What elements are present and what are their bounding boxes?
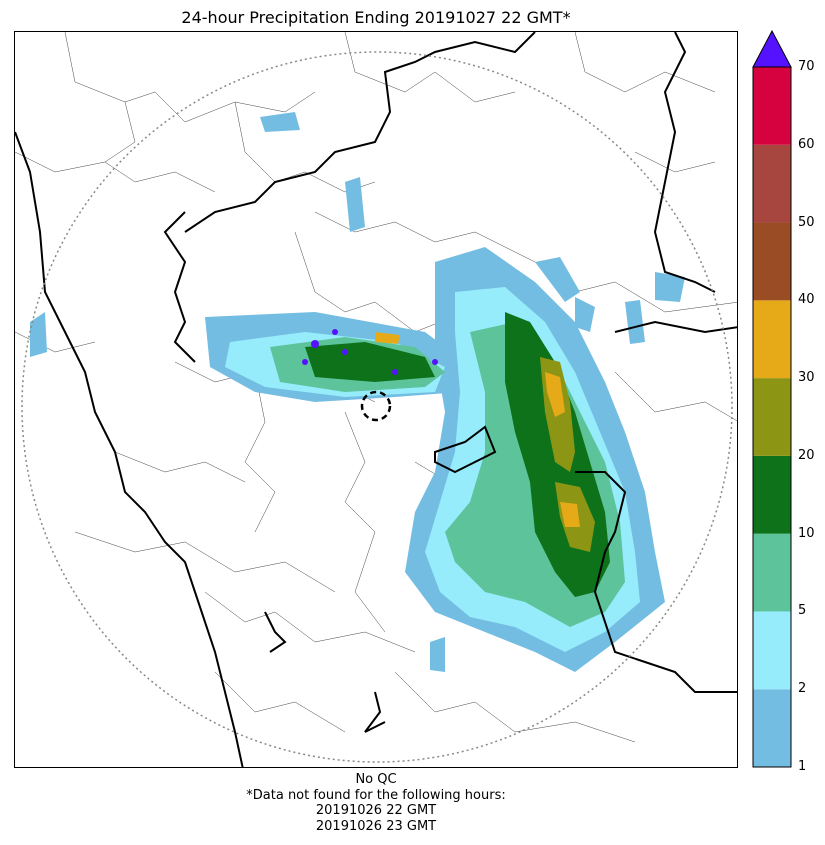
colorbar-band [753,455,791,534]
colorbar-tick-label: 1 [798,759,807,774]
footer-qc: No QC [355,772,397,787]
colorbar-tick-label: 70 [798,59,815,74]
colorbar-tick-label: 30 [798,370,815,386]
colorbar-tick-label: 40 [798,292,815,308]
radar-site-marker [360,390,392,422]
footer-hour: 20191026 22 GMT [315,803,437,818]
colorbar-outline [752,66,792,768]
colorbar-band [753,533,791,612]
colorbar-tick-label: 60 [798,136,815,152]
colorbar-band [753,144,791,223]
colorbar-tick-label: 5 [798,603,807,619]
precip-colorbar [752,30,792,768]
colorbar-band [753,300,791,379]
colorbar-tick-label: 10 [798,525,815,541]
footer-note: *Data not found for the following hours: [246,787,506,803]
colorbar-band [753,222,791,301]
footer-hour: 20191026 23 GMT [315,818,437,834]
colorbar-tick-label: 50 [798,214,815,230]
colorbar-tick-label: 2 [798,681,807,697]
map-title: 24-hour Precipitation Ending 20191027 22… [181,8,571,27]
colorbar-band [753,611,791,690]
radar-map [14,31,738,768]
radar-map-canvas [15,32,737,767]
colorbar-extend-arrow [752,30,792,68]
footer-notes: No QC *Data not found for the following … [14,772,738,834]
colorbar-band [753,689,791,767]
colorbar-band [753,378,791,456]
precip-70mm [302,329,438,375]
state-boundaries [15,32,737,767]
radar-range-ring [21,51,733,763]
colorbar-band [753,67,791,145]
precip-30mm [375,332,580,527]
colorbar-tick-label: 20 [798,447,815,463]
